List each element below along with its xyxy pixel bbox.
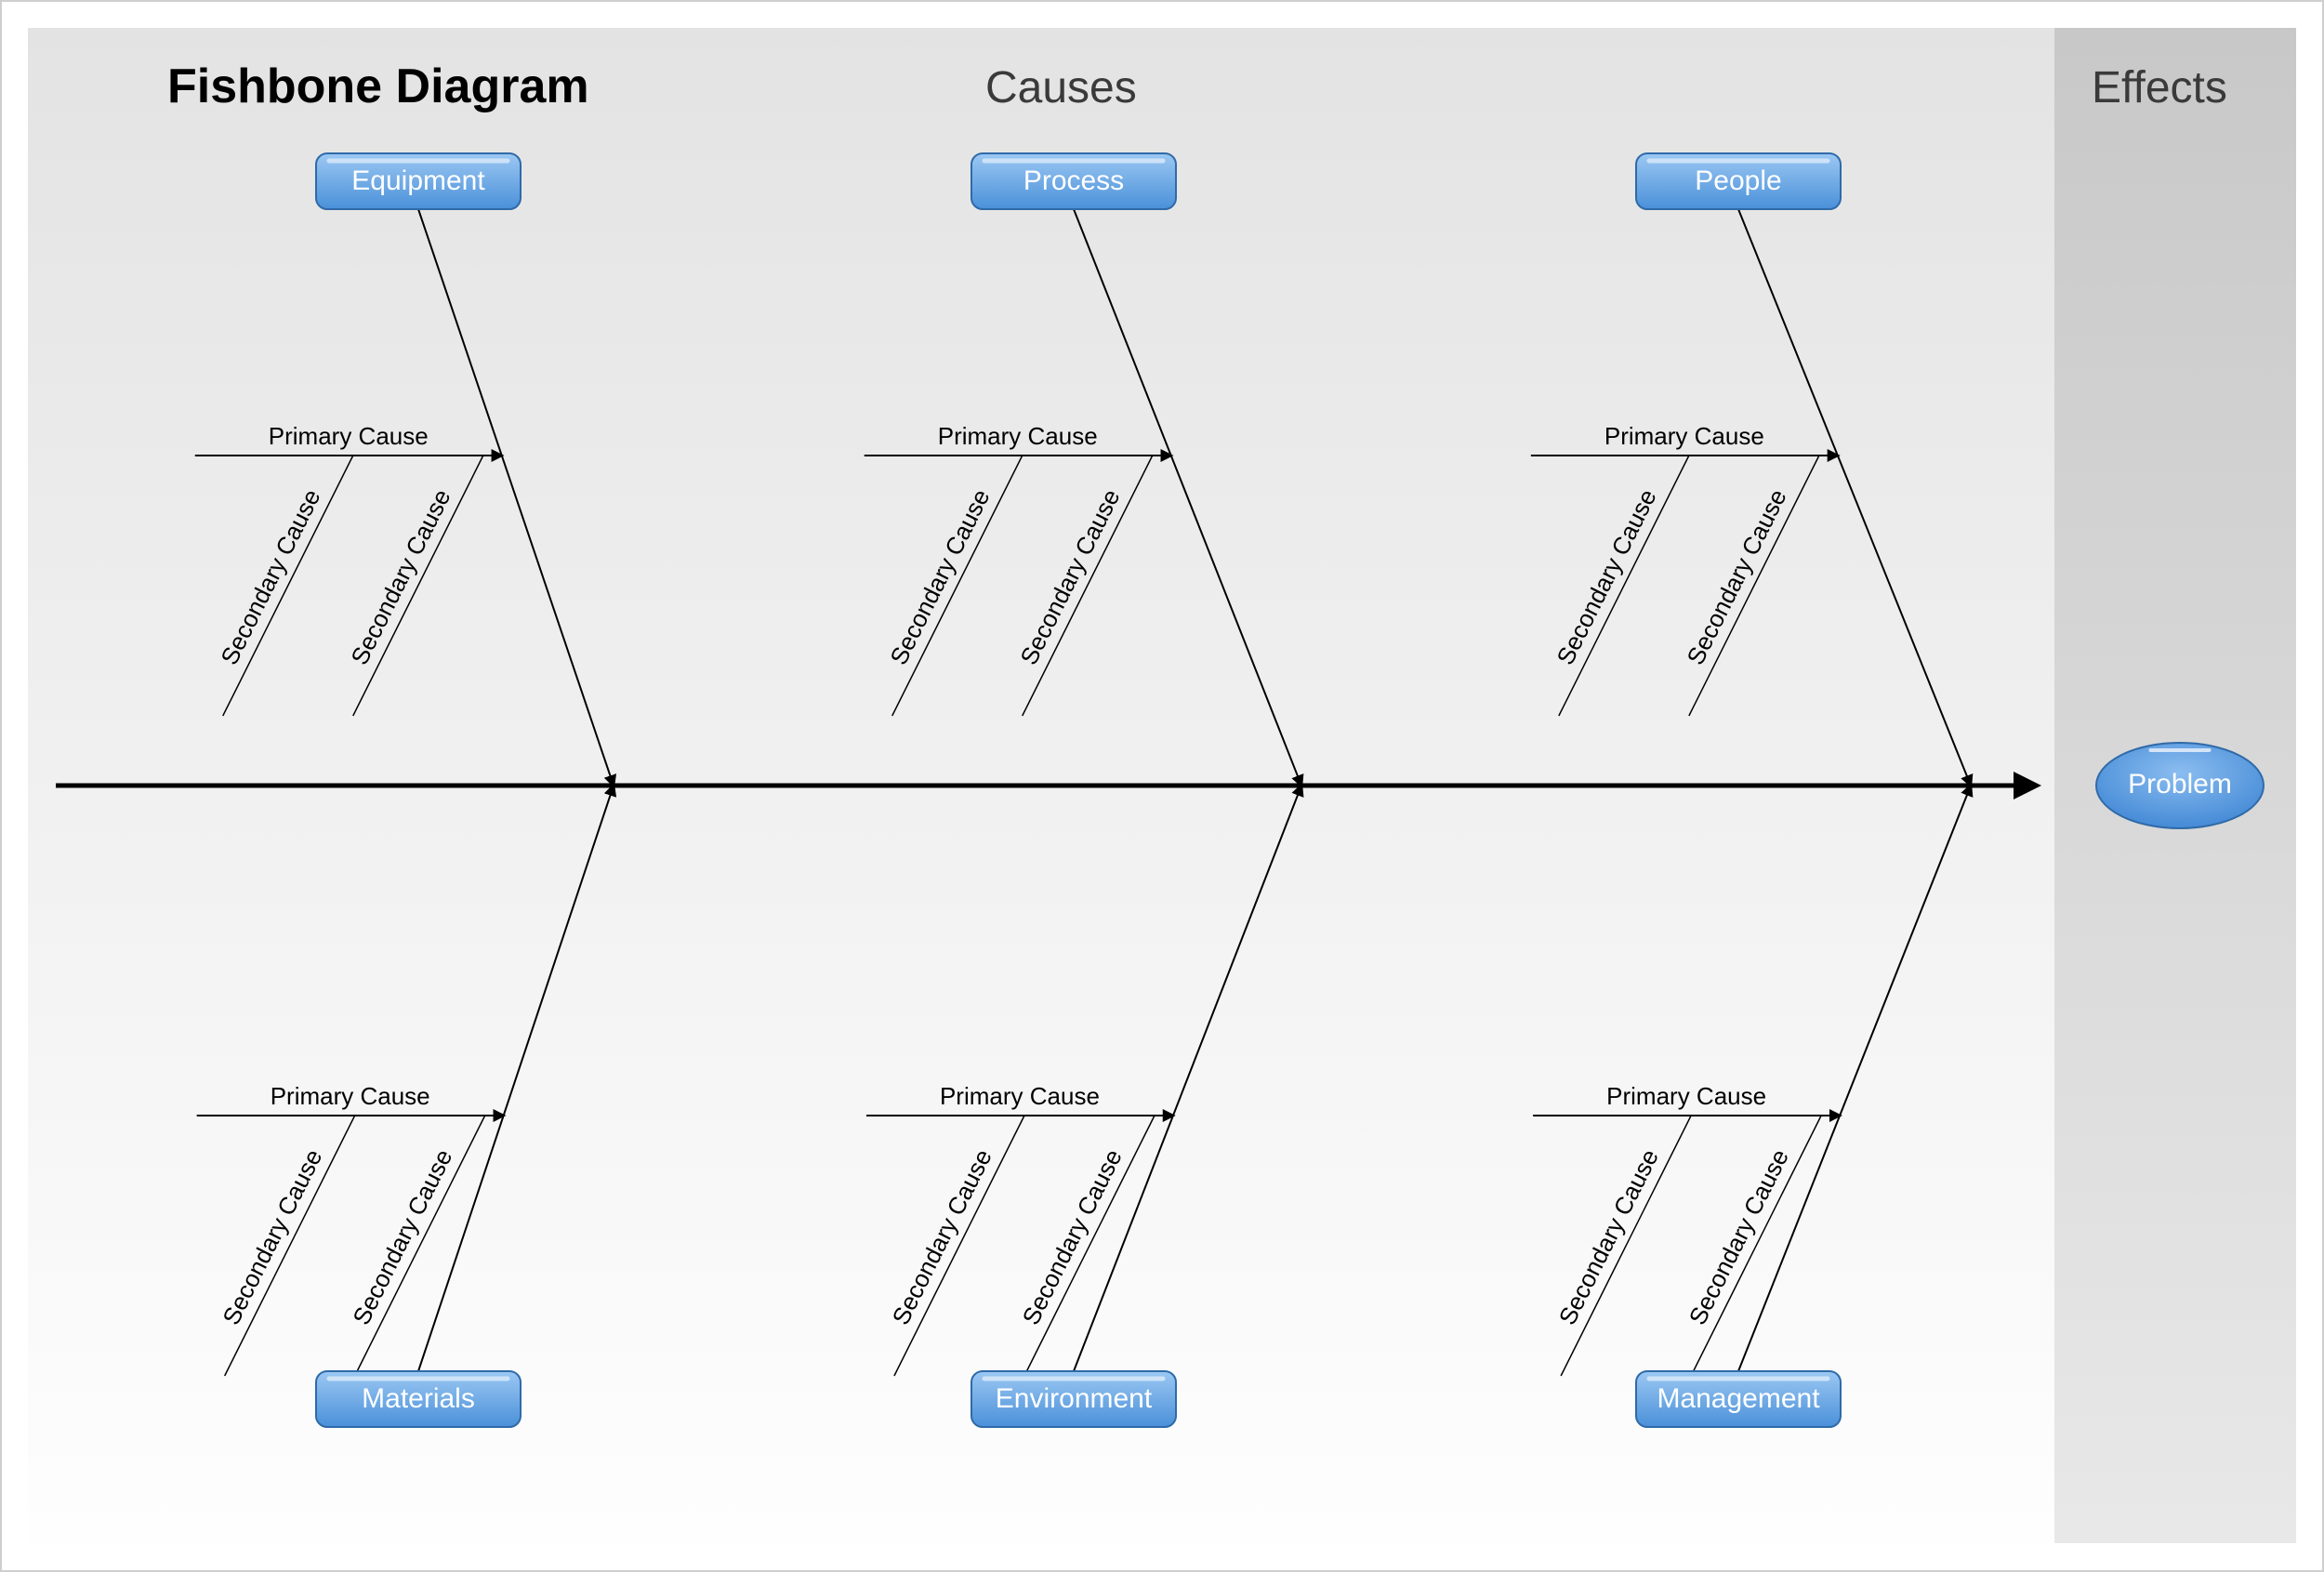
diagram-title: Fishbone Diagram (167, 59, 589, 113)
category-label-process: Process (1023, 165, 1124, 196)
primary-cause-label-environment: Primary Cause (940, 1082, 1100, 1110)
causes-heading: Causes (985, 63, 1137, 112)
fishbone-svg: Fishbone Diagram Causes Effects Primary … (0, 0, 2324, 1572)
primary-cause-label-equipment: Primary Cause (269, 422, 429, 450)
primary-cause-label-materials: Primary Cause (271, 1082, 430, 1110)
primary-cause-label-process: Primary Cause (938, 422, 1098, 450)
category-label-management: Management (1657, 1383, 1820, 1414)
category-label-people: People (1695, 165, 1781, 196)
category-label-materials: Materials (362, 1383, 475, 1414)
effects-heading: Effects (2092, 63, 2227, 112)
category-label-equipment: Equipment (351, 165, 485, 196)
primary-cause-label-people: Primary Cause (1604, 422, 1764, 450)
problem-label: Problem (2128, 769, 2232, 799)
problem-node: Problem (2096, 743, 2264, 828)
primary-cause-label-management: Primary Cause (1606, 1082, 1766, 1110)
category-label-environment: Environment (996, 1383, 1153, 1414)
fishbone-stage: Fishbone Diagram Causes Effects Primary … (0, 0, 2324, 1572)
